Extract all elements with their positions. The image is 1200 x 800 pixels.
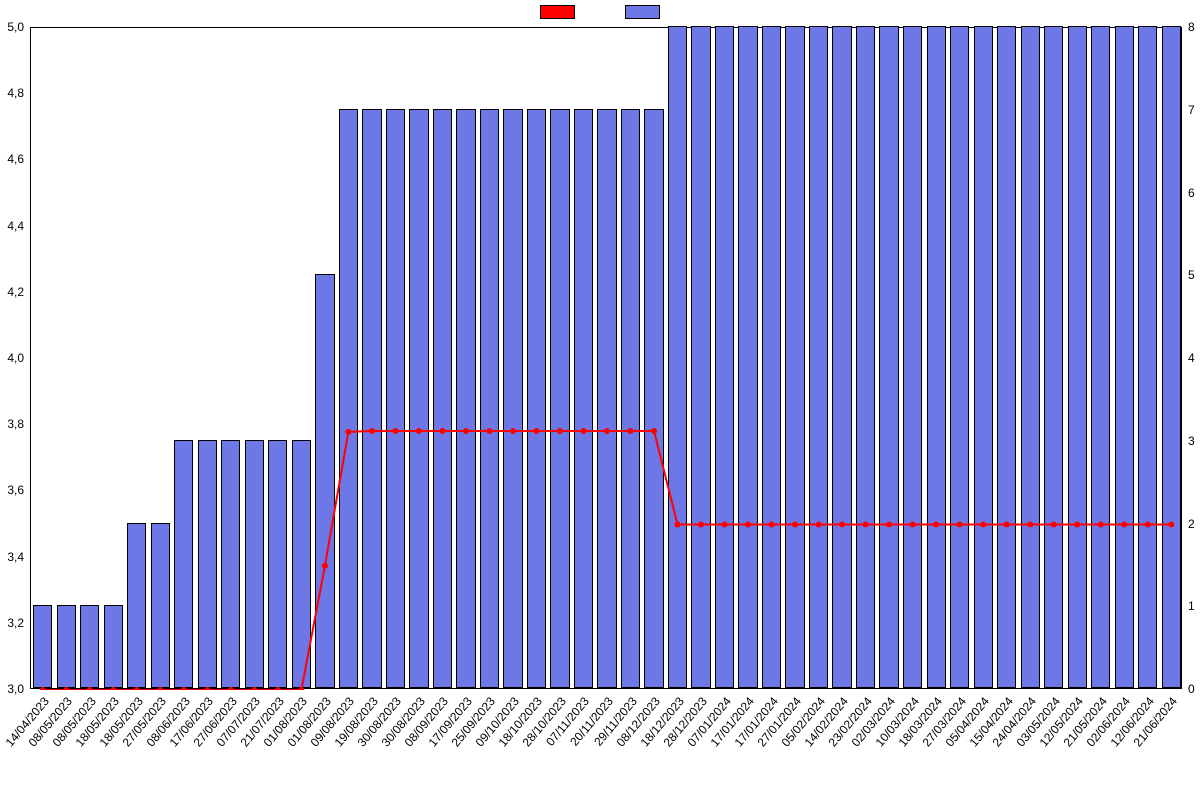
- bar: [785, 26, 804, 688]
- bar: [104, 605, 123, 688]
- bar: [574, 109, 593, 688]
- bar: [668, 26, 687, 688]
- bar: [315, 274, 334, 688]
- bar: [362, 109, 381, 688]
- bar: [503, 109, 522, 688]
- y-right-tick: 3: [1188, 435, 1195, 447]
- bar: [1115, 26, 1134, 688]
- bar: [292, 440, 311, 688]
- y-right-tick: 8: [1188, 21, 1195, 33]
- y-right-tick: 0: [1188, 683, 1195, 695]
- bar: [691, 26, 710, 688]
- legend: [0, 3, 1200, 21]
- bar: [151, 523, 170, 689]
- bar: [480, 109, 499, 688]
- y-left-tick: 4,4: [0, 220, 24, 232]
- bar: [127, 523, 146, 689]
- bar: [550, 109, 569, 688]
- bar: [950, 26, 969, 688]
- y-left-tick: 3,0: [0, 683, 24, 695]
- legend-swatch-bar: [625, 5, 660, 19]
- bar: [1044, 26, 1063, 688]
- bar: [927, 26, 946, 688]
- bar: [1091, 26, 1110, 688]
- y-right-tick: 7: [1188, 104, 1195, 116]
- bar: [57, 605, 76, 688]
- y-left-tick: 5,0: [0, 21, 24, 33]
- bar: [974, 26, 993, 688]
- y-left-tick: 4,6: [0, 153, 24, 165]
- bar: [433, 109, 452, 688]
- bar: [221, 440, 240, 688]
- legend-item-line: [540, 3, 575, 21]
- bar: [832, 26, 851, 688]
- bar: [621, 109, 640, 688]
- y-right-tick: 5: [1188, 269, 1195, 281]
- bar: [903, 26, 922, 688]
- bar: [879, 26, 898, 688]
- y-left-tick: 3,8: [0, 418, 24, 430]
- bar: [997, 26, 1016, 688]
- y-left-tick: 3,2: [0, 617, 24, 629]
- y-right-tick: 2: [1188, 518, 1195, 530]
- y-left-tick: 3,6: [0, 484, 24, 496]
- bar: [762, 26, 781, 688]
- bar: [1021, 26, 1040, 688]
- bar: [715, 26, 734, 688]
- y-right-tick: 6: [1188, 187, 1195, 199]
- bar: [1162, 26, 1181, 688]
- bar: [339, 109, 358, 688]
- plot-area: [30, 27, 1182, 689]
- y-left-tick: 4,8: [0, 87, 24, 99]
- bar: [174, 440, 193, 688]
- bar: [527, 109, 546, 688]
- bar: [809, 26, 828, 688]
- y-right-tick: 4: [1188, 352, 1195, 364]
- bar: [1068, 26, 1087, 688]
- bar: [738, 26, 757, 688]
- bar: [456, 109, 475, 688]
- y-left-tick: 4,2: [0, 286, 24, 298]
- bar: [597, 109, 616, 688]
- combo-chart: 3,0 3,2 3,4 3,6 3,8 4,0 4,2 4,4 4,6 4,8 5,0 0 1 2 3 4 5 6…: [0, 0, 1200, 800]
- bar: [1138, 26, 1157, 688]
- bar: [245, 440, 264, 688]
- bar: [409, 109, 428, 688]
- bar: [856, 26, 875, 688]
- bar: [80, 605, 99, 688]
- bar: [386, 109, 405, 688]
- bar: [33, 605, 52, 688]
- bar: [198, 440, 217, 688]
- legend-swatch-line: [540, 5, 575, 19]
- y-left-tick: 3,4: [0, 551, 24, 563]
- legend-item-bar: [625, 3, 660, 21]
- bar: [268, 440, 287, 688]
- y-left-tick: 4,0: [0, 352, 24, 364]
- bar: [644, 109, 663, 688]
- y-right-tick: 1: [1188, 600, 1195, 612]
